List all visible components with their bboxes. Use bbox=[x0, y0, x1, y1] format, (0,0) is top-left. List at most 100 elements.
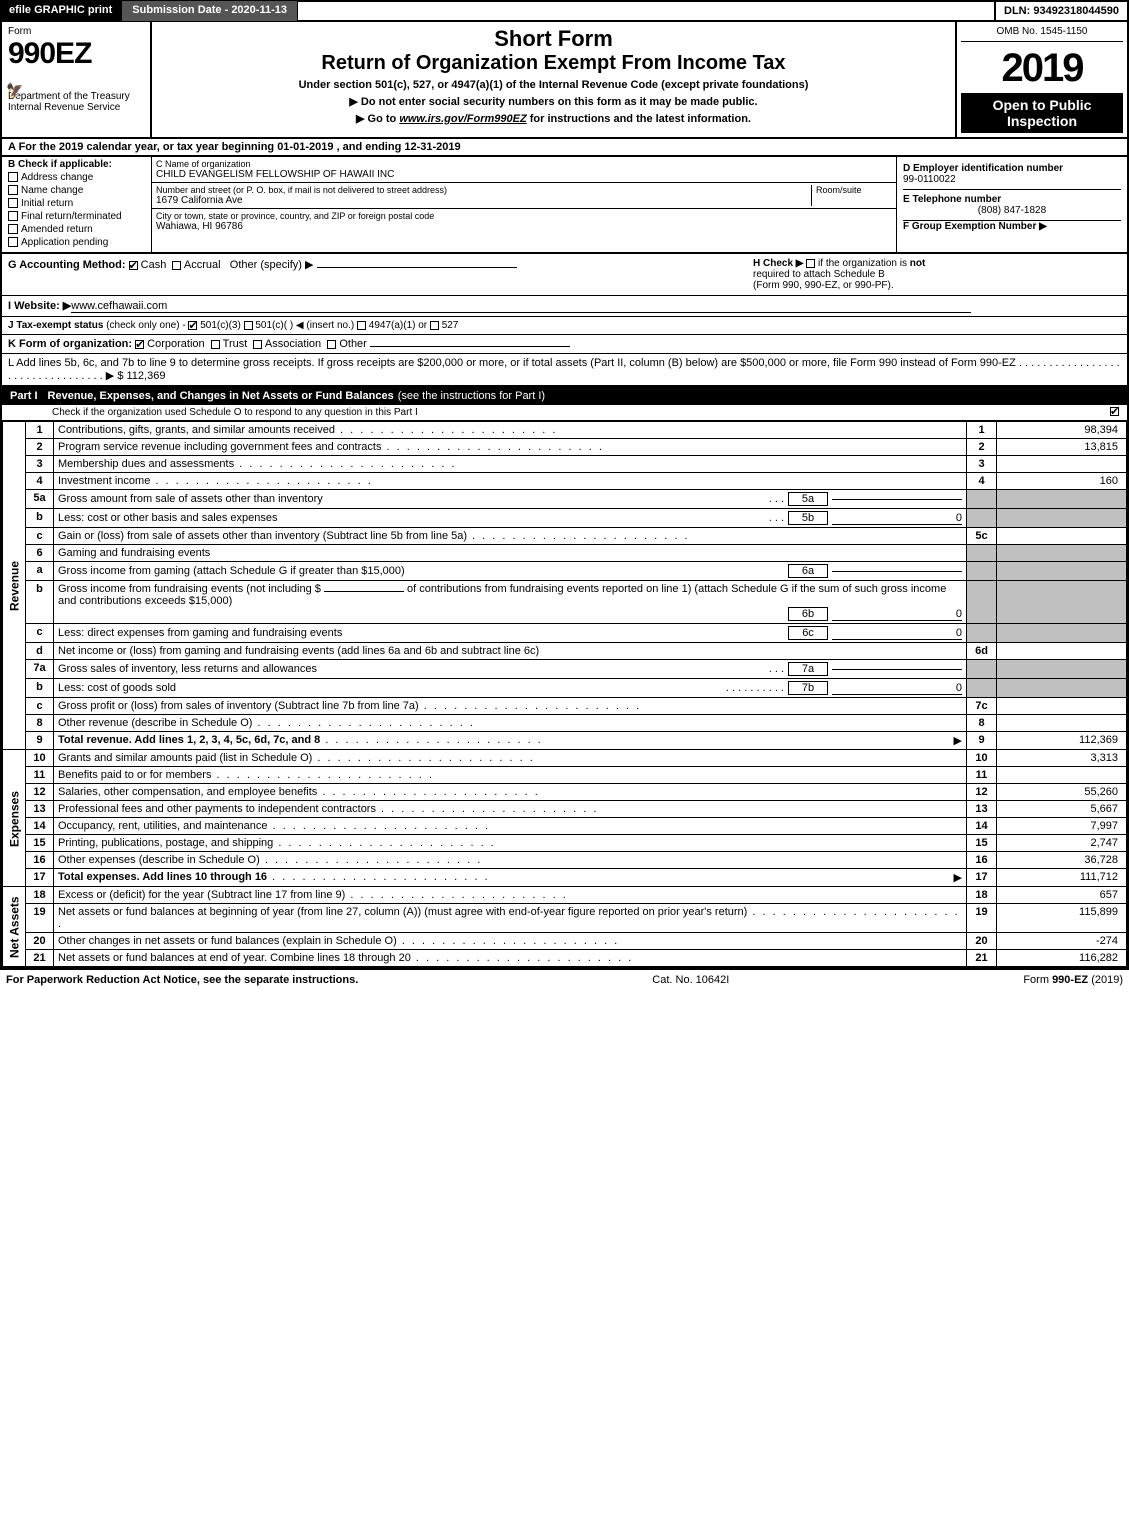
amount-15: 2,747 bbox=[997, 835, 1127, 852]
table-row: 17 Total expenses. Add lines 10 through … bbox=[3, 869, 1127, 887]
submission-date-button[interactable]: Submission Date - 2020-11-13 bbox=[121, 0, 298, 22]
check-501c[interactable] bbox=[244, 321, 253, 330]
check-association[interactable] bbox=[253, 340, 262, 349]
table-row: 20Other changes in net assets or fund ba… bbox=[3, 933, 1127, 950]
amount-20: -274 bbox=[997, 933, 1127, 950]
header-left: Form 990EZ 🦅 Department of the Treasury … bbox=[2, 22, 152, 137]
part-1-check-note: Check if the organization used Schedule … bbox=[2, 405, 1127, 421]
table-row: 5a Gross amount from sale of assets othe… bbox=[3, 490, 1127, 509]
amount-5c bbox=[997, 528, 1127, 545]
street-value: 1679 California Ave bbox=[156, 195, 807, 206]
header-center: Short Form Return of Organization Exempt… bbox=[152, 22, 957, 137]
form-header: Form 990EZ 🦅 Department of the Treasury … bbox=[0, 22, 1129, 139]
table-row: 2Program service revenue including gover… bbox=[3, 439, 1127, 456]
table-row: 12Salaries, other compensation, and empl… bbox=[3, 784, 1127, 801]
org-name: CHILD EVANGELISM FELLOWSHIP OF HAWAII IN… bbox=[156, 169, 892, 180]
amount-14: 7,997 bbox=[997, 818, 1127, 835]
part-1: Part I Revenue, Expenses, and Changes in… bbox=[0, 387, 1129, 969]
check-527[interactable] bbox=[430, 321, 439, 330]
check-accrual[interactable] bbox=[172, 261, 181, 270]
amount-2: 13,815 bbox=[997, 439, 1127, 456]
box-def: D Employer identification number 99-0110… bbox=[897, 157, 1127, 252]
other-method-input[interactable] bbox=[317, 267, 517, 268]
table-row: b Less: cost of goods sold . . . . . . .… bbox=[3, 679, 1127, 698]
check-trust[interactable] bbox=[211, 340, 220, 349]
amount-1: 98,394 bbox=[997, 422, 1127, 439]
table-row: 3Membership dues and assessments 3 bbox=[3, 456, 1127, 473]
check-amended-return[interactable]: Amended return bbox=[8, 224, 145, 235]
efile-button[interactable]: efile GRAPHIC print bbox=[0, 0, 121, 22]
row-g: G Accounting Method: Cash Accrual Other … bbox=[2, 254, 747, 295]
amount-4: 160 bbox=[997, 473, 1127, 490]
check-final-return[interactable]: Final return/terminated bbox=[8, 211, 145, 222]
note-1: ▶ Do not enter social security numbers o… bbox=[158, 95, 949, 108]
amount-16: 36,728 bbox=[997, 852, 1127, 869]
amount-18: 657 bbox=[997, 887, 1127, 904]
amount-9: 112,369 bbox=[997, 732, 1127, 750]
ein-value: 99-0110022 bbox=[903, 174, 1121, 185]
form-ref: Form 990-EZ (2019) bbox=[1023, 974, 1123, 986]
table-row: 21Net assets or fund balances at end of … bbox=[3, 950, 1127, 967]
dln-label: DLN: 93492318044590 bbox=[994, 0, 1129, 22]
other-org-input[interactable] bbox=[370, 346, 570, 347]
note2-pre: ▶ Go to bbox=[356, 113, 399, 125]
check-initial-return[interactable]: Initial return bbox=[8, 198, 145, 209]
table-row: 4Investment income 4160 bbox=[3, 473, 1127, 490]
check-name-change[interactable]: Name change bbox=[8, 185, 145, 196]
amount-6d bbox=[997, 643, 1127, 660]
part-1-title: Revenue, Expenses, and Changes in Net As… bbox=[48, 390, 394, 402]
org-name-label: C Name of organization bbox=[156, 159, 892, 169]
check-schedule-b[interactable] bbox=[806, 259, 815, 268]
check-cash[interactable] bbox=[129, 261, 138, 270]
box-b: B Check if applicable: Address change Na… bbox=[2, 157, 152, 252]
tax-year: 2019 bbox=[961, 46, 1123, 91]
city-label: City or town, state or province, country… bbox=[156, 211, 892, 221]
check-address-change[interactable]: Address change bbox=[8, 172, 145, 183]
table-row: 11Benefits paid to or for members11 bbox=[3, 767, 1127, 784]
check-501c3[interactable] bbox=[188, 321, 197, 330]
top-spacer bbox=[298, 0, 994, 22]
check-schedule-o[interactable] bbox=[1110, 407, 1119, 416]
check-other-org[interactable] bbox=[327, 340, 336, 349]
table-row: 16Other expenses (describe in Schedule O… bbox=[3, 852, 1127, 869]
row-h: H Check ▶ if the organization is not req… bbox=[747, 254, 1127, 295]
amount-12: 55,260 bbox=[997, 784, 1127, 801]
amount-21: 116,282 bbox=[997, 950, 1127, 967]
table-row: 15Printing, publications, postage, and s… bbox=[3, 835, 1127, 852]
amount-13: 5,667 bbox=[997, 801, 1127, 818]
amount-3 bbox=[997, 456, 1127, 473]
top-bar: efile GRAPHIC print Submission Date - 20… bbox=[0, 0, 1129, 22]
website-value[interactable]: www.cefhawaii.com bbox=[71, 300, 971, 313]
page-footer: For Paperwork Reduction Act Notice, see … bbox=[0, 969, 1129, 990]
open-to-public: Open to PublicInspection bbox=[961, 93, 1123, 133]
room-label: Room/suite bbox=[816, 185, 892, 195]
table-row: b Gross income from fundraising events (… bbox=[3, 581, 1127, 624]
irs-link[interactable]: www.irs.gov/Form990EZ bbox=[399, 113, 526, 125]
check-corporation[interactable] bbox=[135, 340, 144, 349]
row-l: L Add lines 5b, 6c, and 7b to line 9 to … bbox=[2, 353, 1127, 387]
amount-7c bbox=[997, 698, 1127, 715]
phone-label: E Telephone number bbox=[903, 194, 1121, 205]
check-4947[interactable] bbox=[357, 321, 366, 330]
section-ghijkl: G Accounting Method: Cash Accrual Other … bbox=[0, 254, 1129, 387]
check-application-pending[interactable]: Application pending bbox=[8, 237, 145, 248]
omb-number: OMB No. 1545-1150 bbox=[961, 26, 1123, 42]
table-row: 14Occupancy, rent, utilities, and mainte… bbox=[3, 818, 1127, 835]
revenue-side-label: Revenue bbox=[3, 422, 26, 750]
table-row: Revenue 1 Contributions, gifts, grants, … bbox=[3, 422, 1127, 439]
section-bcdef: B Check if applicable: Address change Na… bbox=[0, 157, 1129, 254]
table-row: 9 Total revenue. Add lines 1, 2, 3, 4, 5… bbox=[3, 732, 1127, 750]
subtitle: Under section 501(c), 527, or 4947(a)(1)… bbox=[158, 79, 949, 91]
paperwork-notice: For Paperwork Reduction Act Notice, see … bbox=[6, 974, 358, 986]
table-row: cGross profit or (loss) from sales of in… bbox=[3, 698, 1127, 715]
table-row: a Gross income from gaming (attach Sched… bbox=[3, 562, 1127, 581]
note-2: ▶ Go to www.irs.gov/Form990EZ for instru… bbox=[158, 112, 949, 125]
gross-receipts-value: 112,369 bbox=[127, 370, 166, 382]
department-label: Department of the Treasury bbox=[8, 91, 144, 102]
cat-number: Cat. No. 10642I bbox=[652, 974, 729, 986]
table-row: Expenses 10Grants and similar amounts pa… bbox=[3, 750, 1127, 767]
table-row: 19Net assets or fund balances at beginni… bbox=[3, 904, 1127, 933]
form-number: 990EZ bbox=[8, 37, 144, 71]
group-exemption-label: F Group Exemption Number ▶ bbox=[903, 221, 1121, 232]
expenses-side-label: Expenses bbox=[3, 750, 26, 887]
